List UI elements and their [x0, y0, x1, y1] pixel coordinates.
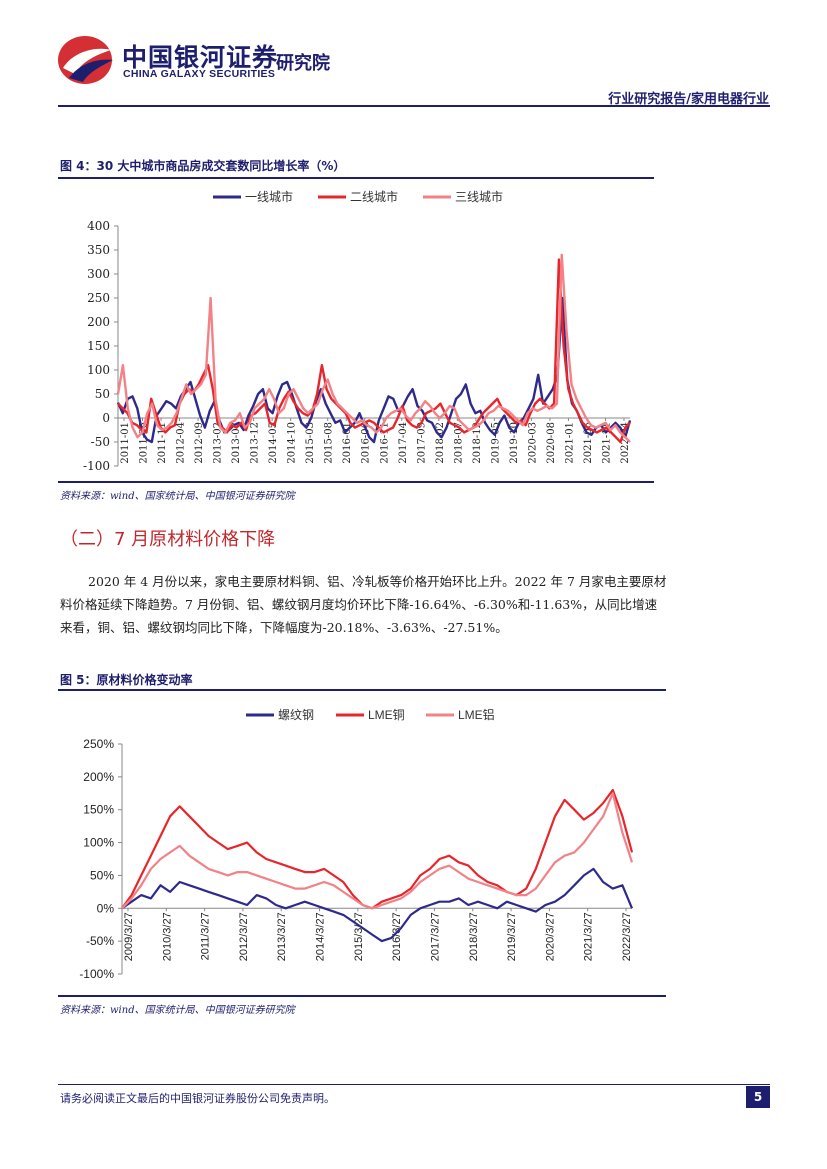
x-tick-label: 2013/3/27 — [276, 912, 288, 961]
figure5-chart: 螺纹钢 LME铜 LME铝 250% 200% 150% 100% 50% 0% -50% -100… — [79, 707, 634, 981]
y-tick-label: -50% — [86, 934, 114, 948]
x-tick-label: 2016-11 — [379, 422, 390, 464]
figure4-chart: 一线城市 二线城市 三线城市 400 350 300 250 200 150 100 50 0 -50 -… — [83, 189, 632, 473]
report-type: 行业研究报告/家用电器行业 — [608, 92, 769, 107]
x-tick-label: 2010/3/27 — [161, 912, 173, 961]
x-tick-label: 2020-08 — [546, 422, 557, 464]
y-tick-label: 250% — [83, 737, 114, 751]
y-tick-label: 150% — [83, 803, 114, 817]
x-tick-label: 2017-09 — [416, 422, 427, 464]
figure5-top-rule — [58, 689, 666, 691]
legend-label-3: LME铝 — [458, 707, 495, 722]
figure4-top-rule — [58, 177, 654, 179]
x-tick-label: 2014-05 — [268, 422, 279, 464]
y-tick-label: 200% — [83, 770, 114, 784]
footer-divider — [58, 1084, 770, 1085]
x-tick-label: 2018-07 — [453, 422, 464, 464]
section-heading: （二）7 月原材料价格下降 — [60, 529, 276, 550]
x-tick-label: 2021-06 — [583, 422, 594, 464]
y-tick-label: 350 — [87, 243, 110, 257]
legend-label-2: LME铜 — [368, 707, 405, 722]
x-tick-label: 2017-04 — [398, 422, 409, 464]
x-tick-label: 2017/3/27 — [429, 912, 441, 961]
legend-label-2: 二线城市 — [350, 189, 398, 204]
y-tick-label: 50% — [90, 868, 114, 882]
x-tick-label: 2013-12 — [250, 422, 261, 464]
series-line-1 — [116, 296, 632, 444]
x-tick-label: 2015-08 — [324, 422, 335, 464]
x-tick-label: 2019-10 — [509, 422, 520, 464]
x-tick-label: 2012-04 — [176, 422, 187, 464]
x-tick-label: 2012-09 — [194, 422, 205, 464]
china-galaxy-logo — [58, 36, 113, 84]
section-paragraph: 2020 年 4 月份以来，家电主要原材料铜、铝、冷轧板等价格开始环比上升。20… — [60, 574, 667, 635]
legend-label-3: 三线城市 — [455, 189, 503, 204]
y-tick-label: -50 — [91, 435, 110, 449]
x-tick-label: 2015-03 — [305, 422, 316, 464]
x-tick-label: 2021/3/27 — [583, 912, 595, 961]
series-line-2 — [121, 788, 634, 910]
figure4-bottom-rule — [58, 481, 654, 483]
y-tick-label: 150 — [87, 339, 110, 353]
x-tick-label: 2012/3/27 — [238, 912, 250, 961]
series-line-2 — [117, 258, 631, 444]
header-divider — [58, 105, 770, 107]
series-line-3 — [116, 253, 631, 443]
x-tick-label: 2019/3/27 — [506, 912, 518, 961]
brand-name-en: CHINA GALAXY SECURITIES — [123, 68, 276, 80]
y-tick-label: 200 — [87, 315, 110, 329]
x-tick-label: 2013-07 — [231, 422, 242, 464]
x-tick-label: 2020/3/27 — [544, 912, 556, 961]
x-tick-label: 2018-02 — [435, 422, 446, 464]
page-number: 5 — [746, 1086, 770, 1108]
x-tick-label: 2016-01 — [342, 422, 353, 464]
x-tick-label: 2013-02 — [213, 422, 224, 464]
brand-name-cn: 中国银河证券 — [122, 43, 279, 72]
y-tick-label: 250 — [87, 291, 110, 305]
x-tick-label: 2011-01 — [120, 422, 131, 464]
x-tick-label: 2019-05 — [490, 422, 501, 464]
series-line-3 — [121, 792, 634, 910]
y-tick-label: 400 — [87, 219, 110, 233]
figure4-title: 图 4：30 大中城市商品房成交套数同比增长率（%） — [60, 159, 346, 173]
x-tick-label: 2018-12 — [472, 422, 483, 464]
x-tick-label: 2016-06 — [361, 422, 372, 464]
x-tick-label: 2021-01 — [564, 422, 575, 464]
x-tick-label: 2022/3/27 — [621, 912, 633, 961]
y-tick-label: 100 — [87, 363, 110, 377]
legend-label-1: 螺纹钢 — [278, 708, 314, 722]
x-tick-label: 2021-11 — [601, 422, 612, 464]
x-tick-label: 2014-10 — [287, 422, 298, 464]
x-tick-label: 2011-06 — [139, 422, 150, 464]
y-tick-label: 300 — [87, 267, 110, 281]
legend-label-1: 一线城市 — [245, 189, 293, 204]
x-tick-label: 2022-04 — [620, 422, 631, 464]
y-tick-label: -100 — [83, 459, 110, 473]
y-tick-label: 50 — [95, 387, 110, 401]
x-tick-label: 2018/3/27 — [468, 912, 480, 961]
x-tick-label: 2011/3/27 — [200, 912, 212, 960]
series-line-1 — [121, 867, 634, 943]
x-tick-label: 2015/3/27 — [353, 912, 365, 961]
x-tick-label: 2020-03 — [527, 422, 538, 464]
figure4-source: 资料来源：wind、国家统计局、中国银河证券研究院 — [60, 491, 295, 502]
y-tick-label: -100% — [79, 967, 114, 981]
brand-institute: 研究院 — [276, 53, 330, 74]
x-tick-label: 2009/3/27 — [123, 912, 135, 961]
figure5-source: 资料来源：wind、国家统计局、中国银河证券研究院 — [60, 1005, 295, 1016]
x-tick-label: 2016/3/27 — [391, 912, 403, 961]
footer-disclaimer: 请务必阅读正文最后的中国银河证券股份公司免责声明。 — [60, 1092, 335, 1105]
y-tick-label: 0% — [97, 901, 115, 915]
figure5-title: 图 5：原材料价格变动率 — [60, 673, 193, 687]
y-tick-label: 0 — [102, 411, 110, 425]
x-tick-label: 2014/3/27 — [315, 912, 327, 961]
x-tick-label: 2011-11 — [157, 422, 168, 464]
figure5-bottom-rule — [58, 995, 666, 997]
y-tick-label: 100% — [83, 836, 114, 850]
